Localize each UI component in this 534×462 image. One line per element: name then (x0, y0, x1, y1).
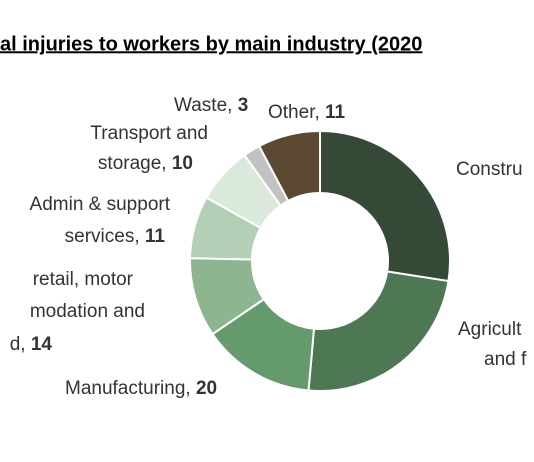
segment-label: Other, 11 (268, 102, 346, 123)
label-text: Agricult (458, 319, 522, 340)
segment-label: Admin & support (30, 194, 171, 215)
label-text: retail, motor (33, 269, 134, 290)
label-text: Constru (456, 159, 523, 180)
chart-title: al injuries to workers by main industry … (0, 33, 422, 55)
segment-label: Constru (456, 159, 523, 180)
segment-label: Waste, 3 (174, 95, 248, 116)
segment-label: Agricult (458, 319, 522, 340)
segment-label: retail, motor (33, 269, 134, 290)
segment-label: d, 14 (10, 334, 53, 355)
label-text: and f (484, 349, 527, 370)
label-text: Admin & support (30, 194, 171, 215)
label-text: services, (65, 226, 145, 247)
label-text: modation and (30, 301, 145, 322)
value-label: 20 (196, 378, 217, 399)
value-label: 3 (238, 95, 249, 116)
label-text: Waste, (174, 95, 238, 116)
segment-label: services, 11 (65, 226, 166, 247)
donut-segment (257, 129, 321, 203)
segment-label: storage, 10 (98, 153, 193, 174)
label-text: storage, (98, 153, 172, 174)
label-text: Manufacturing, (65, 378, 196, 399)
value-label: 10 (172, 153, 193, 174)
segment-label: Manufacturing, 20 (65, 378, 217, 399)
label-text: d, (10, 334, 31, 355)
value-label: 14 (31, 334, 53, 355)
segment-label: and f (484, 349, 527, 370)
value-label: 11 (325, 102, 346, 123)
label-text: Other, (268, 102, 325, 123)
value-label: 11 (145, 226, 166, 247)
donut-segment (307, 270, 450, 392)
segment-label: modation and (30, 301, 145, 322)
donut-segment (319, 129, 451, 283)
segment-label: Transport and (90, 123, 208, 144)
label-text: Transport and (90, 123, 208, 144)
